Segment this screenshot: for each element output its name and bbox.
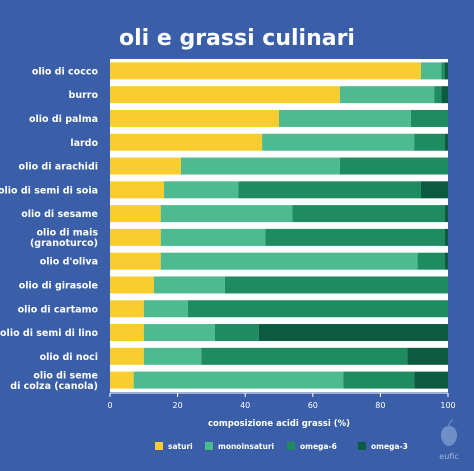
legend-swatch [205,442,213,450]
bar-segment [238,181,421,199]
bars-group [110,62,449,389]
legend-swatch [155,442,163,450]
category-label: olio di girasole [19,280,98,291]
x-axis-ticks: 0 20 40 60 80 100 [107,392,456,410]
bar-segment [160,228,266,246]
bar-segment [110,300,144,318]
bar-segment [143,300,188,318]
bar-segment [110,347,144,365]
bar-segment [441,86,448,104]
bar-segment [420,62,442,80]
category-label: olio di sesame [21,209,98,220]
bar-segment [153,276,225,294]
bar-segment [444,205,448,223]
legend: saturi monoinsaturi omega-6 omega-3 [155,442,408,451]
category-label: burro [69,90,99,101]
bar-segment [110,324,144,342]
x-tick-label: 100 [440,401,455,410]
category-labels: olio di cocco burro olio di palma lardo olio… [0,66,98,391]
x-axis-label: composizione acidi grassi (%) [208,419,350,429]
bar-segment [444,252,448,270]
bar-segment [407,347,448,365]
bar-segment [444,62,448,80]
category-label: olio di cocco [32,66,99,77]
bar-segment [224,276,448,294]
plot-area [110,59,448,392]
x-tick-label: 20 [173,401,183,410]
bar-segment [214,324,259,342]
bar-segment [110,86,340,104]
x-tick-label: 0 [107,401,112,410]
legend-swatch [287,442,295,450]
bar-segment [201,347,408,365]
bar-segment [133,371,344,389]
category-label: olio di noci [40,352,98,363]
bar-segment [110,62,421,80]
bar-segment [160,205,293,223]
legend-swatch [358,442,366,450]
bar-segment [258,324,448,342]
x-tick-label: 40 [240,401,250,410]
bar-segment [339,157,448,175]
apple-icon [441,419,457,446]
legend-label: monoinsaturi [218,442,274,451]
category-label: olio di mais [37,228,99,239]
bar-segment [410,109,448,127]
category-label: olio di arachidi [19,162,98,173]
category-label: (granoturco) [30,238,98,249]
bar-segment [279,109,411,127]
bar-segment [339,86,435,104]
bar-segment [110,205,161,223]
bar-segment [292,205,445,223]
bar-segment [110,276,154,294]
x-tick-label: 80 [375,401,385,410]
bar-segment [262,133,415,151]
bar-segment [164,181,239,199]
logo-text: eufic [439,452,458,461]
x-tick-label: 60 [308,401,318,410]
bar-segment [414,133,445,151]
bar-segment [441,62,445,80]
bar-segment [110,252,161,270]
legend-label: omega-3 [371,442,408,451]
bar-segment [110,109,279,127]
bar-segment [110,157,181,175]
category-label: olio di cartamo [18,304,99,315]
bar-segment [417,252,445,270]
bar-segment [420,181,448,199]
bar-segment [110,181,165,199]
category-label: olio di seme [33,370,98,381]
chart-title: oli e grassi culinari [119,26,355,51]
category-label: olio di palma [29,114,98,125]
bar-segment [414,371,448,389]
bar-segment [343,371,415,389]
bar-segment [160,252,418,270]
legend-label: saturi [168,442,193,451]
bar-segment [444,228,448,246]
bar-segment [143,347,202,365]
bar-segment [187,300,449,318]
category-label: olio di semi di soia [0,185,98,196]
bar-segment [110,228,161,246]
category-label: di colza (canola) [10,381,98,392]
legend-label: omega-6 [300,442,337,451]
bar-segment [434,86,442,104]
bar-segment [180,157,340,175]
bar-segment [143,324,215,342]
category-label: olio d'oliva [40,257,98,268]
category-label: olio di semi di lino [0,328,98,339]
bar-segment [110,371,134,389]
bar-segment [110,133,263,151]
bar-segment [444,133,448,151]
bar-segment [265,228,445,246]
eufic-logo: eufic [439,419,459,461]
category-label: lardo [70,138,98,149]
